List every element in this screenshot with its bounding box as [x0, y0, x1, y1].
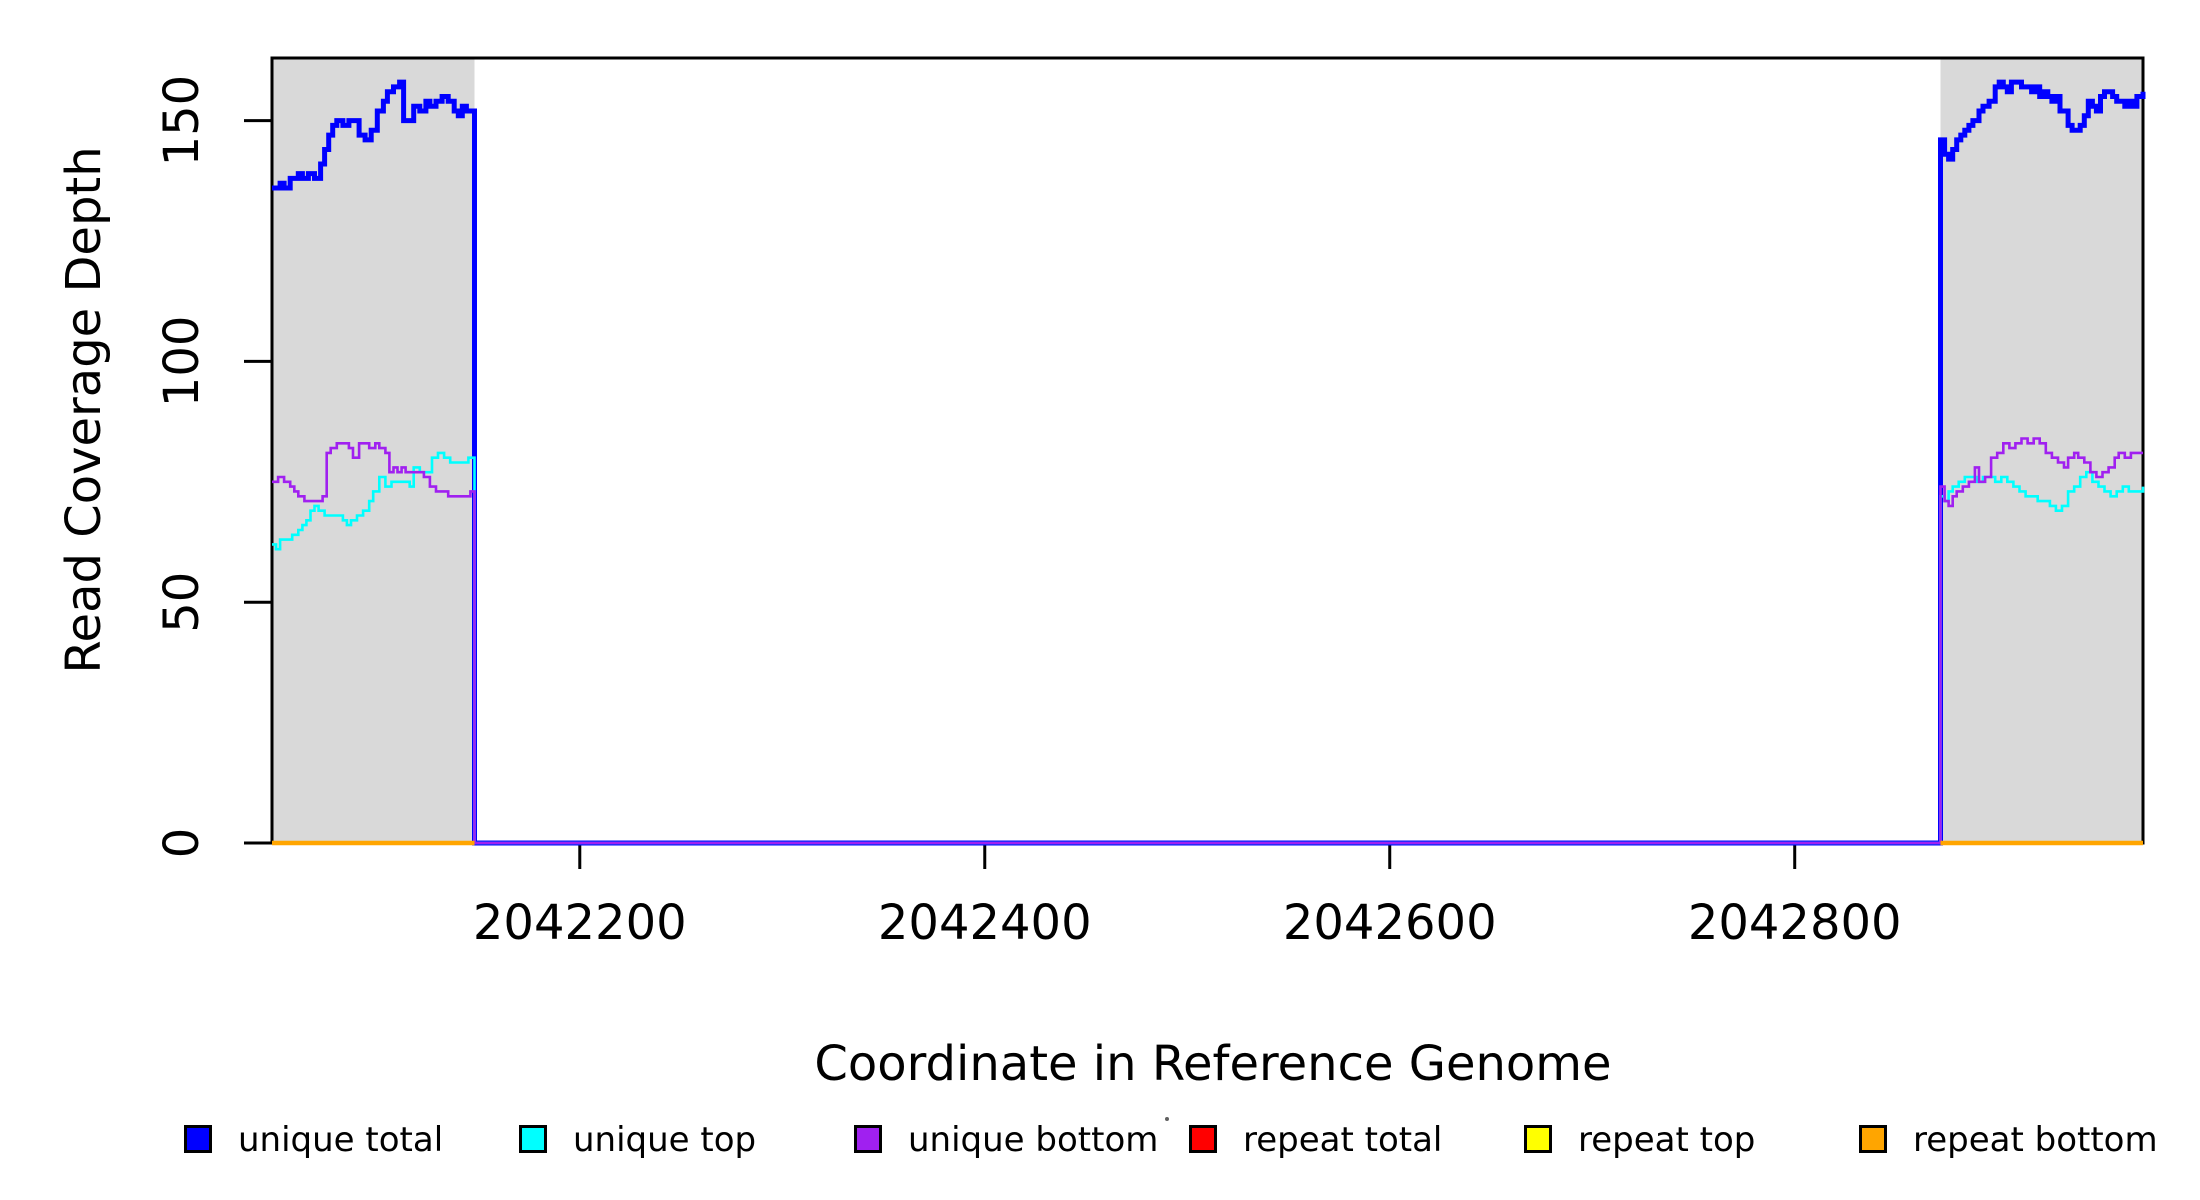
legend-swatch-unique-bottom: [854, 1124, 882, 1153]
line-unique-total: [272, 79, 2146, 846]
x-tick-label: 2042200: [473, 895, 687, 951]
y-tick-label: 150: [154, 75, 210, 167]
legend-label: unique bottom: [908, 1120, 1159, 1160]
legend-label: repeat top: [1578, 1120, 1756, 1160]
line-unique-bottom: [272, 437, 2143, 845]
legend-label: repeat total: [1243, 1120, 1443, 1160]
shaded-region-right: [1940, 58, 2143, 843]
y-tick-label: 50: [154, 572, 210, 633]
stray-dot: [1165, 1117, 1169, 1121]
x-tick-label: 2042600: [1283, 895, 1497, 951]
legend-swatch-repeat-bottom: [1859, 1124, 1887, 1153]
x-tick-label: 2042400: [878, 895, 1092, 951]
legend-label: unique top: [573, 1120, 757, 1160]
legend-swatch-unique-total: [184, 1124, 212, 1153]
legend-item-repeat-total: repeat total: [1189, 1120, 1442, 1157]
x-axis-title: Coordinate in Reference Genome: [814, 1036, 1611, 1092]
legend-item-unique-total: unique total: [184, 1120, 443, 1157]
legend-swatch-repeat-total: [1189, 1124, 1217, 1153]
x-tick-label: 2042800: [1688, 895, 1902, 951]
legend-item-unique-bottom: unique bottom: [854, 1120, 1158, 1157]
legend-swatch-unique-top: [519, 1124, 547, 1153]
y-axis-title: Read Coverage Depth: [56, 146, 112, 673]
shaded-region-left: [272, 58, 475, 843]
plot-border: [270, 56, 2145, 845]
y-tick-label: 100: [154, 316, 210, 408]
y-tick-label: 0: [154, 828, 210, 859]
legend-label: unique total: [238, 1120, 444, 1160]
legend-item-repeat-bottom: repeat bottom: [1859, 1120, 2158, 1157]
line-unique-top: [272, 451, 2145, 845]
legend-item-unique-top: unique top: [519, 1120, 756, 1157]
legend-label: repeat bottom: [1913, 1120, 2158, 1160]
legend-swatch-repeat-top: [1524, 1124, 1552, 1153]
legend-item-repeat-top: repeat top: [1524, 1120, 1755, 1157]
